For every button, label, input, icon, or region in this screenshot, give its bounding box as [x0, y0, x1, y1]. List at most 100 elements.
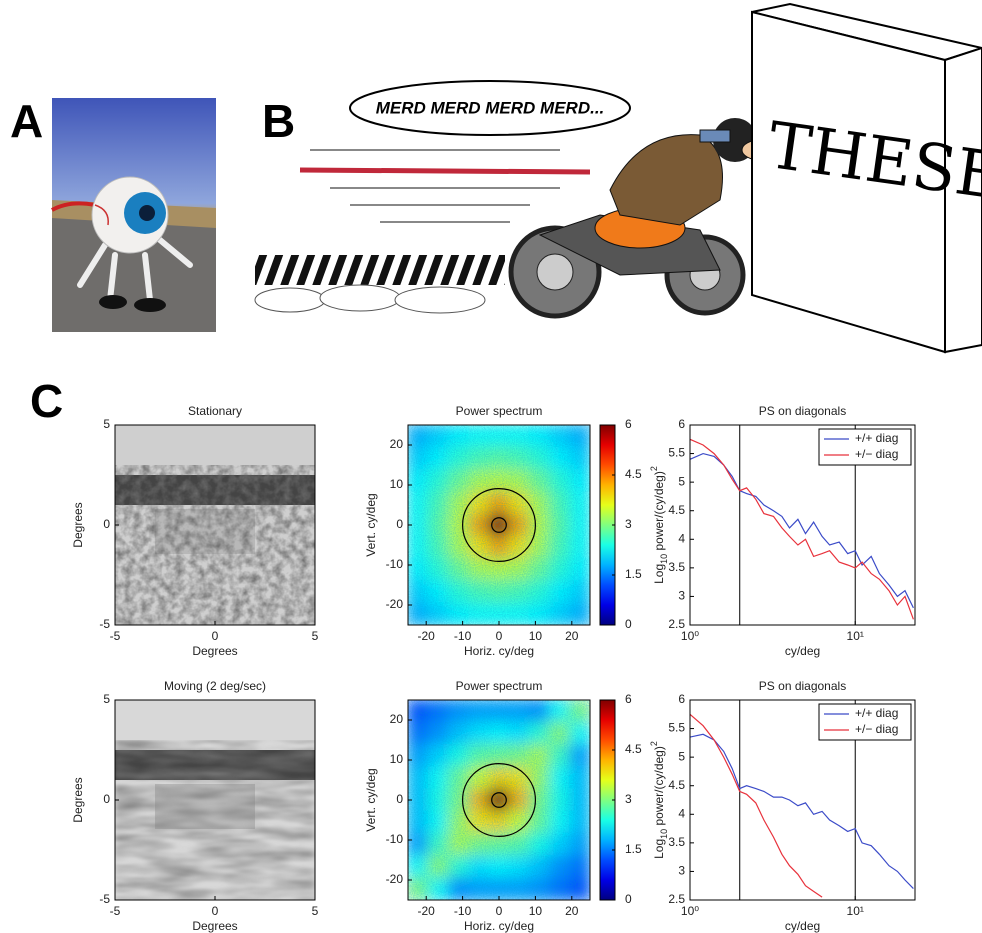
- colorbar-tick-label: 4.5: [625, 742, 642, 756]
- reference-circle: [462, 762, 537, 837]
- chart-title: Moving (2 deg/sec): [164, 679, 266, 693]
- x-tick-label: 5: [312, 904, 319, 918]
- x-tick-label: -20: [418, 904, 436, 918]
- eyeball-illustration: [51, 98, 216, 332]
- heatmap-cells: [408, 700, 590, 900]
- y-axis-label-part: Log: [652, 839, 666, 859]
- y-axis-label: Degrees: [71, 777, 85, 822]
- colorbar-tick-label: 3: [625, 792, 632, 806]
- y-tick-label: -5: [99, 892, 110, 906]
- y-tick-label: 5: [678, 749, 685, 763]
- panel-label: B: [262, 95, 295, 147]
- x-tick-label: 10¹: [847, 904, 864, 918]
- y-tick-label: 20: [390, 437, 404, 451]
- heatmap-speckle: [408, 700, 590, 900]
- x-tick-label: 10¹: [847, 629, 864, 643]
- wall-illustration: THESE: [751, 2, 982, 354]
- y-tick-label: -5: [99, 617, 110, 631]
- data-line: [690, 452, 914, 609]
- y-tick-label: 3: [678, 864, 685, 878]
- x-tick-label: 10: [529, 904, 543, 918]
- x-axis-label: cy/deg: [785, 919, 820, 933]
- y-tick-label: 0: [396, 517, 403, 531]
- chart-title: Stationary: [188, 404, 242, 418]
- legend-label: +/− diag: [855, 447, 898, 461]
- reference-circle: [491, 792, 507, 808]
- x-axis-label: cy/deg: [785, 644, 820, 658]
- reference-circle: [491, 517, 507, 533]
- y-tick-label: 0: [103, 517, 110, 531]
- colorbar-tick-label: 1.5: [625, 842, 642, 856]
- x-tick-label: -10: [454, 904, 472, 918]
- y-tick-label: 3: [678, 589, 685, 603]
- y-tick-label: 0: [103, 792, 110, 806]
- x-tick-label: -10: [454, 629, 472, 643]
- x-axis-label: Horiz. cy/deg: [464, 644, 534, 658]
- y-tick-label: -20: [386, 872, 404, 886]
- y-tick-label: 2.5: [668, 617, 685, 631]
- legend-label: +/+ diag: [855, 431, 898, 445]
- y-tick-label: -20: [386, 597, 404, 611]
- y-tick-label: 6: [678, 692, 685, 706]
- y-tick-label: 4.5: [668, 778, 685, 792]
- motorbike-illustration: MERD MERD MERD MERD...: [254, 80, 779, 319]
- x-axis-label: Degrees: [192, 919, 237, 933]
- legend-box: [818, 428, 912, 466]
- chart: +/+ diag +/− diag 10⁰ 10¹ 2.5 3 3.5 4 4.5 5 5.5 6 PS…: [649, 679, 916, 933]
- y-axis-label: Log10 power/(cy/deg)2: [649, 466, 669, 584]
- x-tick-label: 0: [496, 904, 503, 918]
- x-axis-label: Horiz. cy/deg: [464, 919, 534, 933]
- legend-box: [818, 703, 912, 741]
- data-line: [690, 438, 914, 620]
- y-axis-label-part: 2: [649, 466, 659, 471]
- y-tick-label: -10: [386, 832, 404, 846]
- x-tick-label: 20: [565, 629, 579, 643]
- y-tick-label: 20: [390, 712, 404, 726]
- y-tick-label: 4.5: [668, 503, 685, 517]
- panel-label: C: [30, 375, 63, 427]
- x-tick-label: 10: [529, 629, 543, 643]
- legend-label: +/− diag: [855, 722, 898, 736]
- speech-text: MERD MERD MERD MERD...: [376, 98, 605, 117]
- y-axis-label-part: 10: [659, 829, 669, 839]
- heatmap-cells: [408, 425, 590, 625]
- colorbar-tick-label: 3: [625, 517, 632, 531]
- x-axis-label: Degrees: [192, 644, 237, 658]
- x-tick-label: 0: [212, 904, 219, 918]
- chart: 0 1.5 3 4.5 6 -20 -10 0 10 20 -20 -10 0 10 20 Power spe…: [364, 679, 642, 933]
- photo: [115, 425, 315, 625]
- colorbar-tick-label: 6: [625, 417, 632, 431]
- chart: 0 1.5 3 4.5 6 -20 -10 0 10 20 -20 -10 0 10 20 Power spe…: [364, 404, 642, 658]
- y-tick-label: 4: [678, 531, 685, 545]
- y-tick-label: 5: [103, 692, 110, 706]
- y-tick-label: 5: [678, 474, 685, 488]
- data-line: [690, 733, 914, 890]
- y-axis-label: Vert. cy/deg: [364, 768, 378, 831]
- x-tick-label: 0: [212, 629, 219, 643]
- chart: +/+ diag +/− diag 10⁰ 10¹ 2.5 3 3.5 4 4.5 5 5.5 6 PS…: [649, 404, 916, 658]
- y-axis-label: Log10 power/(cy/deg)2: [649, 741, 669, 859]
- chart-title: PS on diagonals: [759, 404, 846, 418]
- y-axis-label-part: Log: [652, 564, 666, 584]
- colorbar-tick-label: 0: [625, 617, 632, 631]
- y-axis-label-part: 10: [659, 554, 669, 564]
- reference-circle: [462, 488, 537, 563]
- y-tick-label: 0: [396, 792, 403, 806]
- y-tick-label: 3.5: [668, 560, 685, 574]
- x-tick-label: 20: [565, 904, 579, 918]
- photo-texture: [115, 740, 315, 900]
- y-axis-label-part: 2: [649, 741, 659, 746]
- data-line: [690, 713, 823, 898]
- y-tick-label: 6: [678, 417, 685, 431]
- y-axis-label: Degrees: [71, 502, 85, 547]
- chart: -5 0 5 -5 0 5 Stationary Degrees Degrees: [71, 404, 318, 658]
- axes-frame: [689, 699, 916, 901]
- y-tick-label: 3.5: [668, 835, 685, 849]
- chart-title: Power spectrum: [456, 404, 543, 418]
- chart-title: Power spectrum: [456, 679, 543, 693]
- y-axis-label-part: power/(cy/deg): [652, 746, 666, 829]
- y-tick-label: -10: [386, 557, 404, 571]
- x-tick-label: -5: [110, 629, 121, 643]
- y-tick-label: 10: [390, 477, 404, 491]
